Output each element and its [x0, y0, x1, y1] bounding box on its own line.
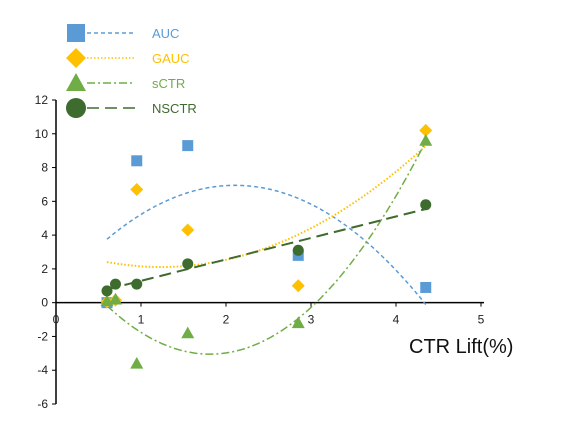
nsctr-point [292, 244, 304, 256]
gauc-point [130, 183, 144, 197]
legend-marker-auc [67, 24, 85, 42]
auc-point [420, 281, 432, 293]
trendline-auc [106, 184, 427, 305]
x-tick-label: 3 [308, 313, 315, 327]
y-tick-label: 8 [41, 161, 48, 175]
legend-label-sctr: sCTR [152, 76, 185, 91]
x-tick-label: 2 [223, 313, 230, 327]
y-tick-label: -2 [37, 329, 48, 343]
y-tick-label: 4 [41, 228, 48, 242]
sctr-point [291, 316, 305, 329]
legend-label-auc: AUC [152, 26, 179, 41]
sctr-point [181, 326, 195, 339]
nsctr-point [101, 285, 113, 297]
y-tick-label: 12 [35, 93, 49, 107]
x-tick-label: 4 [393, 313, 400, 327]
y-tick-label: 10 [35, 127, 49, 141]
y-tick-label: -6 [37, 397, 48, 411]
gauc-point [419, 123, 433, 137]
legend: AUC GAUC sCTR NSCTR [66, 24, 197, 118]
trendline-nsctr [106, 208, 426, 291]
sctr-point [109, 292, 122, 305]
legend-label-gauc: GAUC [152, 51, 190, 66]
data-points [100, 123, 433, 369]
x-tick-label: 1 [138, 313, 145, 327]
legend-marker-gauc [66, 48, 86, 68]
trendline-sctr [106, 140, 427, 355]
x-tick-label: 0 [53, 313, 60, 327]
nsctr-point [131, 278, 143, 290]
auc-point [131, 155, 143, 167]
nsctr-point [182, 258, 194, 270]
legend-label-nsctr: NSCTR [152, 101, 197, 116]
trendline-gauc [106, 145, 427, 269]
y-tick-label: 0 [41, 296, 48, 310]
legend-marker-sctr [66, 73, 86, 91]
nsctr-point [420, 199, 432, 211]
auc-point [182, 140, 194, 152]
y-tick-label: 2 [41, 262, 48, 276]
y-tick-label: 6 [41, 194, 48, 208]
x-axis-label: CTR Lift(%) [409, 336, 513, 358]
legend-marker-nsctr [66, 98, 86, 118]
sctr-point [419, 134, 433, 146]
y-tick-label: -4 [37, 363, 48, 377]
nsctr-point [110, 278, 121, 290]
trendlines [106, 140, 427, 355]
sctr-point [130, 356, 144, 369]
gauc-point [181, 223, 195, 237]
gauc-point [291, 279, 305, 293]
x-tick-label: 5 [478, 313, 485, 327]
